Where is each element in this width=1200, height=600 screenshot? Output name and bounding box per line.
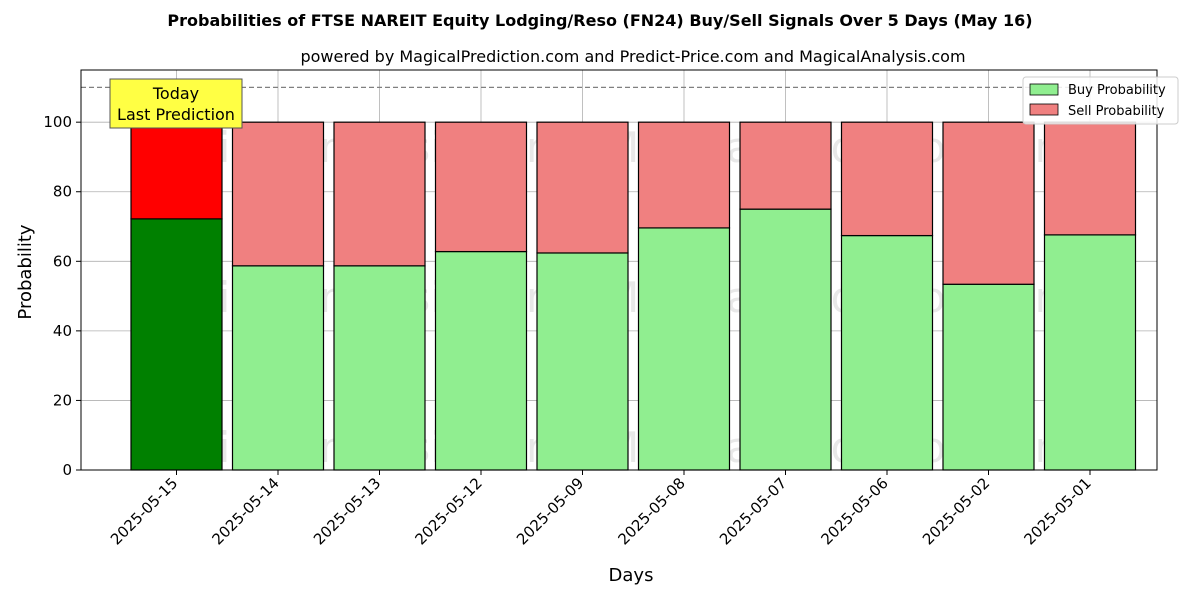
x-tick-label: 2025-05-08 bbox=[614, 474, 688, 548]
bar-buy-2025-05-07 bbox=[739, 208, 832, 471]
x-tick-label: 2025-05-15 bbox=[107, 474, 181, 548]
legend-swatch-sell bbox=[1029, 103, 1059, 116]
legend-box bbox=[1022, 76, 1179, 125]
bar-sell-2025-05-02 bbox=[942, 121, 1035, 285]
y-tick-label: 40 bbox=[53, 322, 72, 340]
x-tick-label: 2025-05-14 bbox=[208, 474, 282, 548]
legend-label-buy: Buy Probability bbox=[1068, 83, 1166, 98]
bar-sell-2025-05-12 bbox=[434, 121, 528, 253]
annotation-line2: Last Prediction bbox=[117, 105, 235, 124]
bar-sell-2025-05-08 bbox=[637, 121, 731, 229]
y-tick-label: 60 bbox=[53, 252, 72, 270]
bar-sell-2025-05-01 bbox=[1043, 121, 1137, 236]
bar-sell-2025-05-09 bbox=[536, 121, 629, 254]
bar-buy-2025-05-13 bbox=[333, 265, 426, 471]
x-tick-label: 2025-05-07 bbox=[716, 474, 790, 548]
x-tick-label: 2025-05-06 bbox=[817, 474, 891, 548]
bar-sell-2025-05-06 bbox=[840, 121, 934, 237]
y-tick-label: 0 bbox=[62, 461, 72, 479]
legend: Buy Probability Sell Probability bbox=[1022, 76, 1179, 125]
chart-subtitle: powered by MagicalPrediction.com and Pre… bbox=[300, 47, 965, 66]
bar-sell-2025-05-13 bbox=[333, 121, 426, 267]
legend-label-sell: Sell Probability bbox=[1068, 104, 1165, 119]
legend-swatch-buy bbox=[1029, 83, 1059, 96]
bar-buy-2025-05-01 bbox=[1043, 234, 1137, 471]
y-axis: 0 20 40 60 80 100 bbox=[43, 113, 81, 479]
bar-buy-2025-05-14 bbox=[231, 265, 325, 471]
x-tick-label: 2025-05-09 bbox=[513, 474, 587, 548]
today-annotation: Today Last Prediction bbox=[109, 78, 243, 129]
y-tick-label: 80 bbox=[53, 183, 72, 201]
bar-sell-2025-05-14 bbox=[231, 121, 325, 267]
annotation-box bbox=[109, 78, 243, 129]
bar-buy-2025-05-06 bbox=[840, 234, 934, 471]
bar-sell-2025-05-15 bbox=[130, 121, 223, 220]
annotation-line1: Today bbox=[152, 84, 199, 103]
bar-buy-2025-05-02 bbox=[942, 283, 1035, 471]
bar-sell-2025-05-07 bbox=[739, 121, 832, 210]
chart-title: Probabilities of FTSE NAREIT Equity Lodg… bbox=[167, 11, 1032, 30]
x-tick-label: 2025-05-12 bbox=[411, 474, 485, 548]
plot-frame bbox=[80, 69, 1158, 471]
bar-buy-2025-05-08 bbox=[637, 227, 731, 471]
x-tick-label: 2025-05-02 bbox=[919, 474, 993, 548]
x-axis: 2025-05-15 2025-05-14 2025-05-13 2025-05-12… bbox=[107, 470, 1095, 548]
bar-buy-2025-05-15 bbox=[130, 218, 223, 471]
bar-buy-2025-05-09 bbox=[536, 252, 629, 471]
bar-buy-2025-05-12 bbox=[434, 250, 528, 471]
y-axis-label: Probability bbox=[15, 224, 36, 319]
x-tick-label: 2025-05-01 bbox=[1020, 474, 1094, 548]
x-axis-label: Days bbox=[609, 565, 654, 586]
x-tick-label: 2025-05-13 bbox=[310, 474, 384, 548]
y-tick-label: 20 bbox=[53, 391, 72, 409]
y-tick-label: 100 bbox=[43, 113, 72, 131]
bars bbox=[130, 121, 1137, 471]
